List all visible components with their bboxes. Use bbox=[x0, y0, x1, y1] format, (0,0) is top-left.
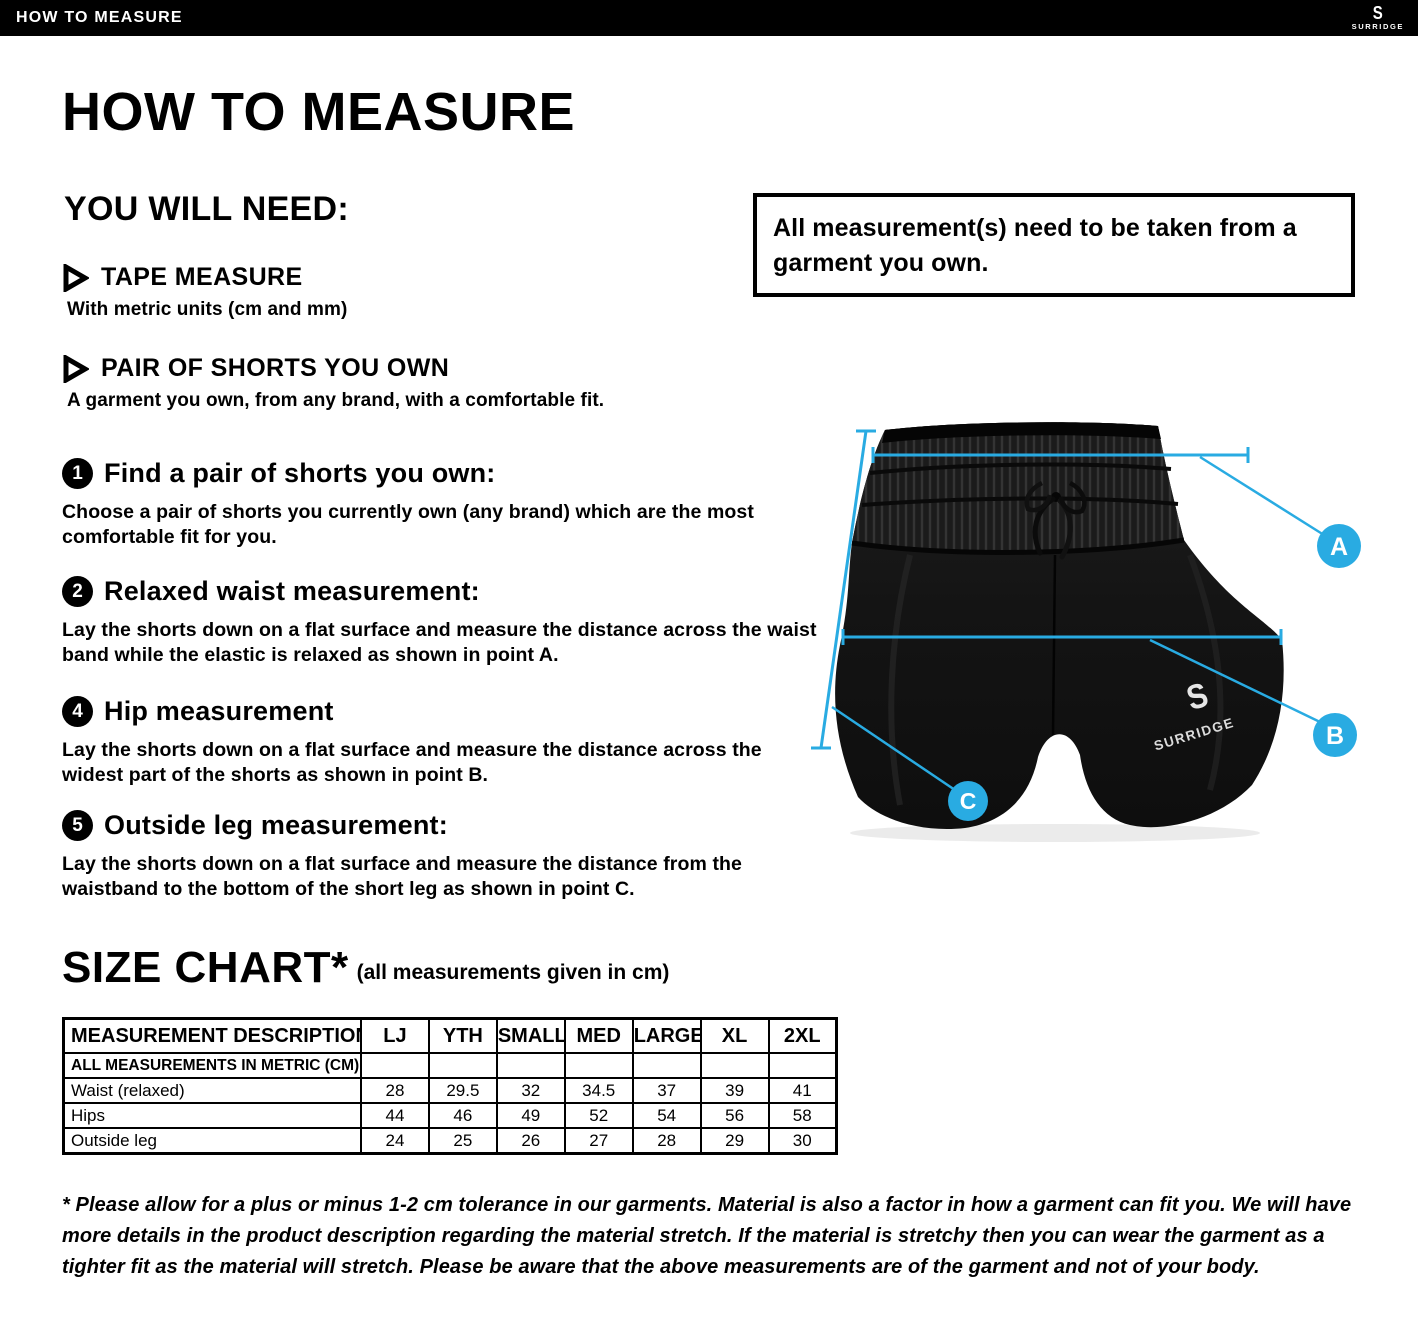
you-will-need-heading: YOU WILL NEED: bbox=[64, 190, 350, 228]
need-item-subtitle: With metric units (cm and mm) bbox=[67, 299, 348, 320]
need-item-subtitle: A garment you own, from any brand, with … bbox=[67, 390, 605, 411]
step-4: 4 Hip measurement Lay the shorts down on… bbox=[62, 696, 832, 788]
column-header: LARGE bbox=[631, 1017, 702, 1054]
tolerance-disclaimer: * Please allow for a plus or minus 1-2 c… bbox=[62, 1194, 1352, 1278]
step-body: Lay the shorts down on a flat surface an… bbox=[62, 853, 743, 900]
cell-value: 54 bbox=[631, 1102, 702, 1129]
size-chart-title: SIZE CHART* bbox=[62, 943, 349, 992]
cell-value: 24 bbox=[360, 1127, 430, 1155]
table-row-outside-leg: Outside leg 24 25 26 27 28 29 30 bbox=[62, 1127, 838, 1155]
step-title: Find a pair of shorts you own: bbox=[104, 458, 496, 488]
shorts-measurement-diagram: S SURRIDGE A B C bbox=[811, 422, 1361, 842]
surridge-s-icon: S bbox=[1372, 2, 1383, 24]
column-header: MEASUREMENT DESCRIPTION bbox=[62, 1017, 362, 1054]
size-chart-heading: SIZE CHART* (all measurements given in c… bbox=[62, 946, 669, 990]
cell-value: 52 bbox=[563, 1102, 634, 1129]
cell-value: 27 bbox=[563, 1127, 634, 1155]
cell-value: 28 bbox=[631, 1127, 702, 1155]
page-title: HOW TO MEASURE bbox=[62, 82, 576, 142]
step-body: Lay the shorts down on a flat surface an… bbox=[62, 739, 762, 786]
step-title: Hip measurement bbox=[104, 696, 334, 726]
marker-a-circle bbox=[1317, 524, 1361, 568]
cell-value: 49 bbox=[495, 1102, 566, 1129]
marker-c-label: C bbox=[960, 788, 977, 814]
column-header: 2XL bbox=[767, 1017, 838, 1054]
column-header: MED bbox=[563, 1017, 634, 1054]
column-header: SMALL bbox=[495, 1017, 566, 1054]
cell-value: 29.5 bbox=[427, 1077, 498, 1104]
step-5: 5 Outside leg measurement: Lay the short… bbox=[62, 810, 832, 902]
top-bar: HOW TO MEASURE S SURRIDGE bbox=[0, 0, 1418, 36]
measurement-note-box: All measurement(s) need to be taken from… bbox=[753, 193, 1355, 297]
need-item-shorts: PAIR OF SHORTS YOU OWN A garment you own… bbox=[62, 354, 604, 412]
top-bar-title: HOW TO MEASURE bbox=[16, 9, 183, 26]
marker-a-label: A bbox=[1330, 533, 1348, 561]
step-1: 1 Find a pair of shorts you own: Choose … bbox=[62, 458, 832, 550]
metric-note-cell: ALL MEASUREMENTS IN METRIC (CM) bbox=[62, 1052, 362, 1079]
marker-c-circle bbox=[948, 781, 988, 821]
surridge-logo: S SURRIDGE bbox=[1351, 2, 1418, 31]
triangle-bullet-icon bbox=[63, 263, 89, 292]
cell-value: 46 bbox=[427, 1102, 498, 1129]
column-header: YTH bbox=[427, 1017, 498, 1054]
outside-leg-pointer-line bbox=[831, 705, 956, 792]
column-header: LJ bbox=[360, 1017, 430, 1054]
step-number-badge: 1 bbox=[62, 458, 93, 489]
table-row-waist: Waist (relaxed) 28 29.5 32 34.5 37 39 41 bbox=[62, 1077, 838, 1104]
row-label: Waist (relaxed) bbox=[62, 1077, 362, 1104]
shorts-waistband bbox=[852, 422, 1184, 554]
cell-value: 56 bbox=[699, 1102, 770, 1129]
cell-value: 28 bbox=[360, 1077, 430, 1104]
size-chart-subtitle: (all measurements given in cm) bbox=[356, 961, 670, 984]
cell-value: 58 bbox=[767, 1102, 838, 1129]
step-number-badge: 4 bbox=[62, 696, 93, 727]
cell-value: 44 bbox=[360, 1102, 430, 1129]
waist-pointer-line bbox=[1199, 455, 1325, 537]
table-row-hips: Hips 44 46 49 52 54 56 58 bbox=[62, 1102, 838, 1129]
outside-leg-measure-line bbox=[819, 430, 868, 749]
cell-value: 29 bbox=[699, 1127, 770, 1155]
step-number-badge: 5 bbox=[62, 810, 93, 841]
surridge-logo-text: SURRIDGE bbox=[1351, 21, 1404, 31]
measurement-lines bbox=[811, 429, 1325, 792]
cell-value: 30 bbox=[767, 1127, 838, 1155]
shorts-shadow bbox=[850, 824, 1260, 842]
shorts-image: S SURRIDGE bbox=[835, 422, 1284, 830]
metric-note-row: ALL MEASUREMENTS IN METRIC (CM) bbox=[62, 1052, 838, 1079]
step-body: Choose a pair of shorts you currently ow… bbox=[62, 501, 754, 548]
need-item-title: PAIR OF SHORTS YOU OWN bbox=[101, 354, 450, 382]
need-item-title: TAPE MEASURE bbox=[101, 263, 303, 291]
cell-value: 25 bbox=[427, 1127, 498, 1155]
cell-value: 39 bbox=[699, 1077, 770, 1104]
hip-pointer-line bbox=[1149, 638, 1321, 724]
cell-value: 34.5 bbox=[563, 1077, 634, 1104]
step-title: Relaxed waist measurement: bbox=[104, 576, 480, 606]
marker-b-label: B bbox=[1326, 722, 1344, 750]
shorts-drawstring bbox=[1024, 480, 1087, 560]
cell-value: 32 bbox=[495, 1077, 566, 1104]
cell-value: 41 bbox=[767, 1077, 838, 1104]
step-title: Outside leg measurement: bbox=[104, 810, 448, 840]
row-label: Hips bbox=[62, 1102, 362, 1129]
cell-value: 37 bbox=[631, 1077, 702, 1104]
cell-value: 26 bbox=[495, 1127, 566, 1155]
step-number-badge: 2 bbox=[62, 576, 93, 607]
size-chart-header-row: MEASUREMENT DESCRIPTION LJ YTH SMALL MED… bbox=[62, 1017, 838, 1054]
size-chart-table: MEASUREMENT DESCRIPTION LJ YTH SMALL MED… bbox=[62, 1017, 838, 1155]
step-2: 2 Relaxed waist measurement: Lay the sho… bbox=[62, 576, 832, 668]
triangle-bullet-icon bbox=[63, 354, 89, 383]
row-label: Outside leg bbox=[62, 1127, 362, 1155]
column-header: XL bbox=[699, 1017, 770, 1054]
marker-b-circle bbox=[1313, 713, 1357, 757]
need-item-tape-measure: TAPE MEASURE With metric units (cm and m… bbox=[62, 263, 347, 321]
measurement-markers: A B C bbox=[948, 524, 1361, 821]
step-body: Lay the shorts down on a flat surface an… bbox=[62, 619, 817, 666]
